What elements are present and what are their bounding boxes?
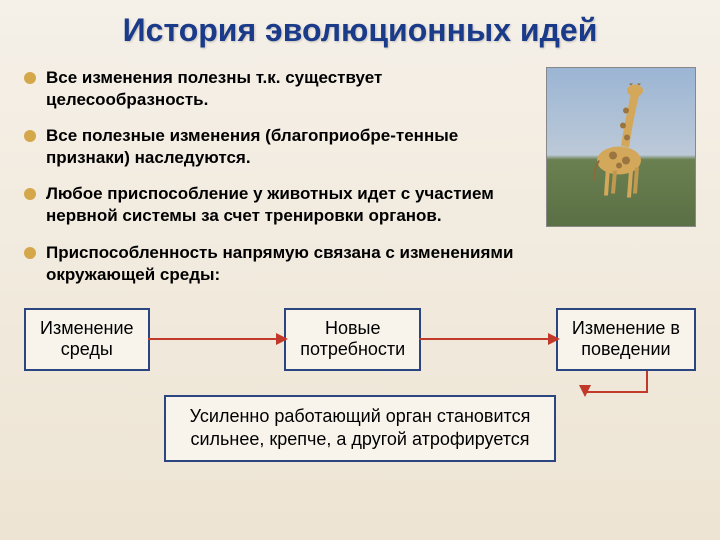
- bullet-dot-icon: [24, 72, 36, 84]
- giraffe-image: [546, 67, 696, 227]
- slide-title: История эволюционных идей: [24, 12, 696, 49]
- flow-box-2: Новые потребности: [284, 308, 421, 371]
- arrow-right-icon: [419, 338, 558, 340]
- bullet-item: Любое приспособление у животных идет с у…: [24, 183, 534, 227]
- flow-row: Изменение среды Новые потребности Измене…: [24, 308, 696, 371]
- bottom-wrap: Усиленно работающий орган становится сил…: [24, 395, 696, 462]
- bullet-dot-icon: [24, 188, 36, 200]
- bullet-item: Все полезные изменения (благоприобре-тен…: [24, 125, 534, 169]
- bullet-dot-icon: [24, 247, 36, 259]
- bullet-text: Любое приспособление у животных идет с у…: [46, 183, 534, 227]
- bullet-text: Все полезные изменения (благоприобре-тен…: [46, 125, 534, 169]
- arrow-connector: [586, 391, 648, 393]
- flow-box-bottom: Усиленно работающий орган становится сил…: [164, 395, 557, 462]
- bullet-item: Все изменения полезны т.к. существует це…: [24, 67, 534, 111]
- arrow-connector: [646, 371, 648, 393]
- bullet-text: Все изменения полезны т.к. существует це…: [46, 67, 534, 111]
- bullet-item: Приспособленность напрямую связана с изм…: [24, 242, 534, 286]
- flow-box-1: Изменение среды: [24, 308, 150, 371]
- arrow-right-icon: [148, 338, 287, 340]
- giraffe-icon: [571, 76, 671, 206]
- bullet-list: Все изменения полезны т.к. существует це…: [24, 67, 534, 292]
- flow-box-3: Изменение в поведении: [556, 308, 696, 371]
- content-row: Все изменения полезны т.к. существует це…: [24, 67, 696, 292]
- arrow-down-icon: [584, 391, 586, 395]
- bullet-dot-icon: [24, 130, 36, 142]
- bullet-text: Приспособленность напрямую связана с изм…: [46, 242, 534, 286]
